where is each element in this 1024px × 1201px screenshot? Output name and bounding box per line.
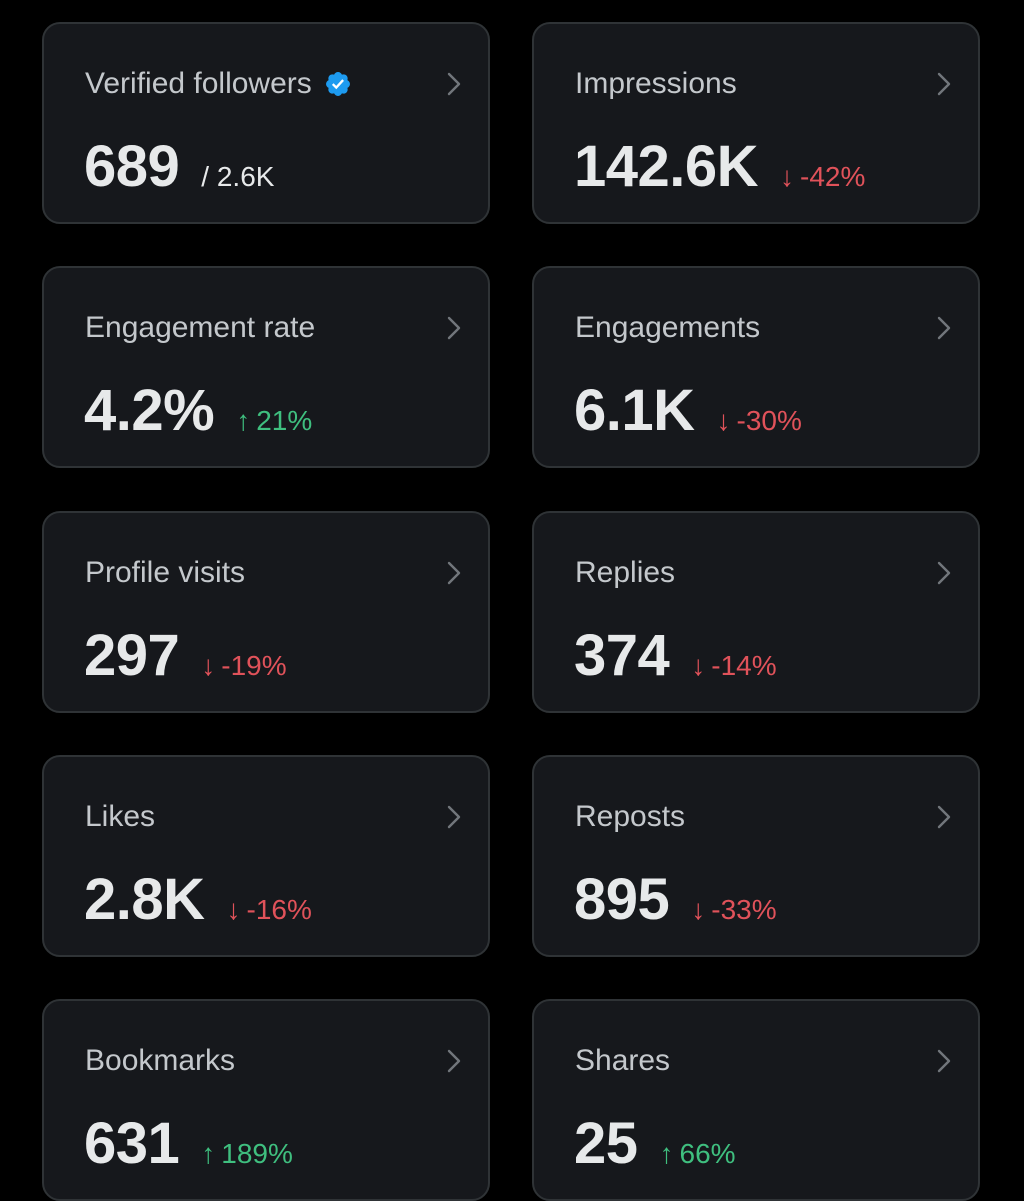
arrow-down-icon: ↓ xyxy=(691,894,706,925)
arrow-up-icon: ↑ xyxy=(659,1138,674,1169)
metric-value: 142.6K xyxy=(574,134,759,199)
metric-delta: ↑ 189% xyxy=(201,1138,293,1169)
metric-value: 689 xyxy=(84,134,180,199)
chevron-right-icon[interactable] xyxy=(934,314,954,342)
card-label: Likes xyxy=(85,800,156,833)
metric-value-row: 2.8K ↓ -16% xyxy=(84,865,312,935)
metric-value: 374 xyxy=(574,623,670,688)
card-engagement-rate[interactable]: Engagement rate 4.2% ↑ 21% xyxy=(42,266,490,468)
metric-value: 297 xyxy=(84,623,180,688)
card-label: Engagement rate xyxy=(85,311,316,344)
card-label: Reposts xyxy=(575,800,686,833)
arrow-up-icon: ↑ xyxy=(236,405,251,436)
card-bookmarks[interactable]: Bookmarks 631 ↑ 189% xyxy=(42,999,490,1201)
card-engagements[interactable]: Engagements 6.1K ↓ -30% xyxy=(532,266,980,468)
chevron-right-icon[interactable] xyxy=(934,559,954,587)
card-label: Shares xyxy=(575,1044,671,1077)
metric-value: 6.1K xyxy=(574,378,695,443)
arrow-down-icon: ↓ xyxy=(201,650,216,681)
verified-badge-icon xyxy=(325,72,350,96)
card-shares[interactable]: Shares 25 ↑ 66% xyxy=(532,999,980,1201)
metric-value-row: 6.1K ↓ -30% xyxy=(574,376,802,446)
arrow-up-icon: ↑ xyxy=(201,1138,216,1169)
metric-value-row: 297 ↓ -19% xyxy=(84,621,287,691)
metric-value-row: 895 ↓ -33% xyxy=(574,865,777,935)
card-label: Engagements xyxy=(575,311,761,344)
card-label: Impressions xyxy=(575,67,737,100)
metric-delta: ↓ -16% xyxy=(226,894,312,925)
card-label: Bookmarks xyxy=(85,1044,236,1077)
metric-value: 631 xyxy=(84,1111,180,1176)
card-label: Verified followers xyxy=(85,66,352,102)
card-verified-followers[interactable]: Verified followers 689 / 2.6K xyxy=(42,22,490,224)
card-profile-visits[interactable]: Profile visits 297 ↓ -19% xyxy=(42,511,490,713)
arrow-down-icon: ↓ xyxy=(780,161,795,192)
chevron-right-icon[interactable] xyxy=(444,803,464,831)
metric-delta: ↓ -33% xyxy=(691,894,777,925)
chevron-right-icon[interactable] xyxy=(444,559,464,587)
metric-delta: ↓ -19% xyxy=(201,650,287,681)
card-reposts[interactable]: Reposts 895 ↓ -33% xyxy=(532,755,980,957)
metric-value-row: 142.6K ↓ -42% xyxy=(574,132,865,202)
metric-value-row: 689 / 2.6K xyxy=(84,132,274,202)
metric-value-row: 4.2% ↑ 21% xyxy=(84,376,312,446)
metric-value: 2.8K xyxy=(84,867,205,932)
chevron-right-icon[interactable] xyxy=(934,70,954,98)
chevron-right-icon[interactable] xyxy=(934,1047,954,1075)
card-label: Replies xyxy=(575,556,676,589)
arrow-down-icon: ↓ xyxy=(691,650,706,681)
metric-value: 895 xyxy=(574,867,670,932)
arrow-down-icon: ↓ xyxy=(716,405,731,436)
metric-value: 4.2% xyxy=(84,378,215,443)
metric-delta: ↓ -42% xyxy=(780,161,866,192)
card-likes[interactable]: Likes 2.8K ↓ -16% xyxy=(42,755,490,957)
card-label: Profile visits xyxy=(85,556,246,589)
metric-delta: ↑ 21% xyxy=(236,405,313,436)
metric-total: / 2.6K xyxy=(201,161,275,192)
metric-value-row: 25 ↑ 66% xyxy=(574,1109,736,1179)
metric-value-row: 631 ↑ 189% xyxy=(84,1109,293,1179)
chevron-right-icon[interactable] xyxy=(444,1047,464,1075)
card-replies[interactable]: Replies 374 ↓ -14% xyxy=(532,511,980,713)
card-impressions[interactable]: Impressions 142.6K ↓ -42% xyxy=(532,22,980,224)
arrow-down-icon: ↓ xyxy=(226,894,241,925)
chevron-right-icon[interactable] xyxy=(444,70,464,98)
metric-delta: ↓ -30% xyxy=(716,405,802,436)
metric-value-row: 374 ↓ -14% xyxy=(574,621,777,691)
metric-delta: ↓ -14% xyxy=(691,650,777,681)
chevron-right-icon[interactable] xyxy=(934,803,954,831)
metric-delta: ↑ 66% xyxy=(659,1138,736,1169)
metric-value: 25 xyxy=(574,1111,638,1176)
chevron-right-icon[interactable] xyxy=(444,314,464,342)
